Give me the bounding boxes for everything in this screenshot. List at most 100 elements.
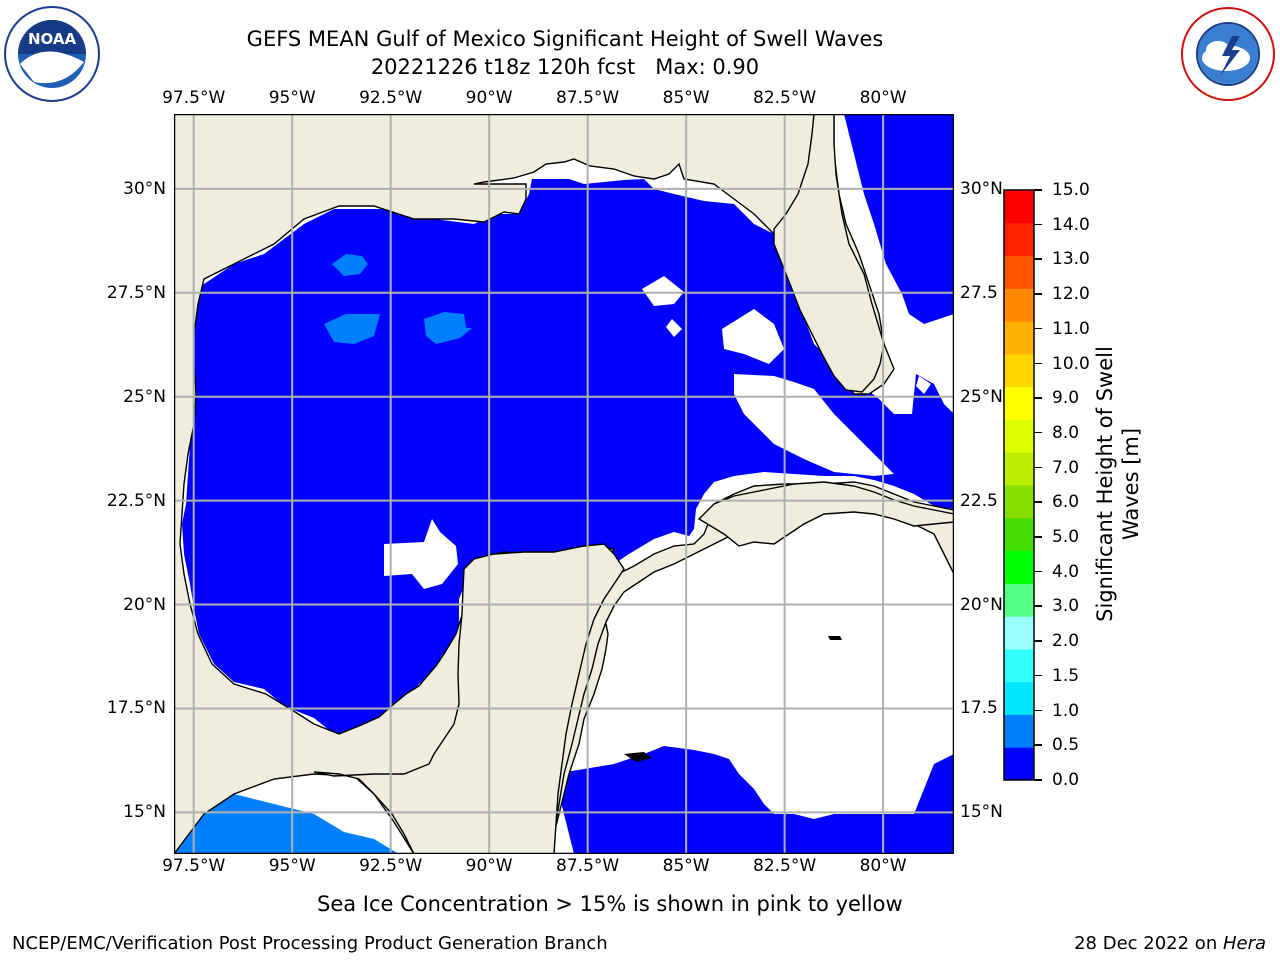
nws-logo-icon: [1180, 6, 1276, 102]
colorbar-segment: [1004, 288, 1034, 322]
lat-tick-label: 15°N: [123, 802, 166, 823]
colorbar-segment: [1004, 517, 1034, 552]
sea-ice-note: Sea Ice Concentration > 15% is shown in …: [317, 892, 903, 916]
gulf-map: [174, 114, 954, 854]
colorbar-tick-mark: [1034, 536, 1042, 538]
caribbean-wave-field: [554, 734, 954, 854]
footer-right: 28 Dec 2022 on Hera: [1074, 933, 1266, 954]
lon-tick-label: 80°W: [859, 856, 907, 876]
lon-tick-label: 82.5°W: [753, 856, 817, 876]
lat-tick-label: 15°N: [960, 802, 1003, 823]
colorbar-tick-mark: [1034, 709, 1042, 712]
noaa-logo-icon: NOAA: [4, 6, 100, 102]
svg-text:NOAA: NOAA: [28, 30, 77, 48]
colorbar-tick-mark: [1034, 223, 1042, 226]
colorbar-segment: [1004, 386, 1034, 420]
colorbar-tick-label: 8.0: [1052, 422, 1080, 443]
swell-patch-1: [332, 254, 368, 276]
footer-date: 28 Dec 2022 on: [1074, 933, 1223, 954]
colorbar-label: Significant Height of Swell Waves [m]: [1093, 346, 1143, 622]
lat-tick-label: 17.5°N: [106, 698, 166, 719]
chart-subtitle: 20221226 t18z 120h fcst Max: 0.90: [370, 55, 760, 79]
colorbar-segment: [1004, 419, 1034, 453]
colorbar-tick-label: 1.0: [1052, 700, 1080, 721]
colorbar-segment: [1004, 550, 1034, 584]
lon-tick-label: 97.5°W: [162, 88, 226, 108]
lat-tick-label: 30°N: [960, 178, 1003, 199]
lon-tick-label: 92.5°W: [359, 88, 423, 108]
colorbar-tick-label: 2.0: [1052, 631, 1080, 652]
colorbar-segment: [1004, 747, 1034, 781]
colorbar-segment: [1004, 583, 1034, 617]
chart-title: GEFS MEAN Gulf of Mexico Significant Hei…: [246, 27, 884, 51]
colorbar-tick-mark: [1034, 466, 1042, 469]
colorbar-tick-mark: [1034, 605, 1042, 607]
lat-tick-label: 20°N: [960, 594, 1003, 615]
colorbar-tick-mark: [1034, 327, 1042, 330]
colorbar-tick-mark: [1034, 362, 1042, 365]
colorbar-tick-mark: [1034, 779, 1042, 781]
swell-patch-2: [324, 314, 380, 344]
colorbar-tick-label: 12.0: [1052, 284, 1090, 305]
map-grid: [174, 114, 954, 854]
colorbar-tick-mark: [1034, 431, 1042, 434]
colorbar-tick-label: 0.0: [1052, 770, 1080, 790]
lon-tick-label: 92.5°W: [359, 856, 423, 876]
colorbar-tick-mark: [1034, 258, 1042, 260]
colorbar-tick-mark: [1034, 293, 1042, 295]
colorbar: [1003, 189, 1035, 781]
colorbar-segment: [1004, 452, 1034, 486]
colorbar-tick-mark: [1034, 501, 1042, 503]
lon-tick-label: 90°W: [465, 88, 513, 108]
lat-tick-label: 27.5°N: [106, 282, 166, 303]
lat-tick-label: 30°N: [123, 178, 166, 199]
lon-tick-label: 90°W: [465, 856, 513, 876]
atlantic-wave-field: [844, 114, 954, 324]
colorbar-tick-mark: [1034, 674, 1042, 677]
lat-tick-label: 27.5: [960, 282, 998, 303]
colorbar-tick-label: 6.0: [1052, 492, 1080, 513]
colorbar-tick-label: 3.0: [1052, 596, 1080, 617]
colorbar-segment: [1004, 648, 1034, 683]
lat-tick-label: 17.5: [960, 698, 998, 719]
footer-host: Hera: [1222, 933, 1266, 954]
colorbar-segment: [1004, 190, 1034, 224]
colorbar-tick-label: 9.0: [1052, 388, 1080, 409]
lon-tick-label: 95°W: [268, 88, 316, 108]
lon-tick-label: 87.5°W: [556, 856, 620, 876]
colorbar-tick-label: 0.5: [1052, 735, 1080, 756]
colorbar-tick-mark: [1034, 397, 1042, 399]
lon-tick-label: 87.5°W: [556, 88, 620, 108]
colorbar-tick-label: 5.0: [1052, 527, 1080, 548]
colorbar-segment: [1004, 485, 1034, 519]
land-florida: [773, 114, 885, 393]
lon-tick-label: 85°W: [662, 856, 710, 876]
colorbar-tick-mark: [1034, 570, 1042, 573]
colorbar-segment: [1004, 255, 1034, 289]
colorbar-segment: [1004, 321, 1034, 355]
colorbar-segment: [1004, 353, 1034, 388]
colorbar-tick-label: 4.0: [1052, 561, 1080, 582]
land-jamaica: [624, 752, 652, 762]
lon-tick-label: 85°W: [662, 88, 710, 108]
lon-tick-label: 82.5°W: [753, 88, 817, 108]
colorbar-tick-label: 11.0: [1052, 318, 1090, 339]
swell-patch-3: [424, 312, 472, 344]
colorbar-tick-mark: [1034, 640, 1042, 642]
footer-left: NCEP/EMC/Verification Post Processing Pr…: [12, 933, 608, 954]
colorbar-tick-label: 10.0: [1052, 353, 1090, 374]
colorbar-tick-label: 13.0: [1052, 249, 1090, 270]
colorbar-tick-label: 1.5: [1052, 665, 1080, 686]
colorbar-segment: [1004, 681, 1034, 715]
colorbar-tick-mark: [1034, 744, 1042, 746]
lat-tick-label: 25°N: [123, 386, 166, 407]
lon-tick-label: 80°W: [859, 88, 907, 108]
colorbar-tick-mark: [1034, 189, 1042, 191]
lon-tick-label: 95°W: [268, 856, 316, 876]
colorbar-segment: [1004, 616, 1034, 650]
lat-tick-label: 22.5°N: [106, 490, 166, 511]
land-cuba: [697, 481, 954, 547]
colorbar-segment: [1004, 222, 1034, 257]
lat-tick-label: 25°N: [960, 386, 1003, 407]
colorbar-tick-label: 15.0: [1052, 180, 1090, 200]
